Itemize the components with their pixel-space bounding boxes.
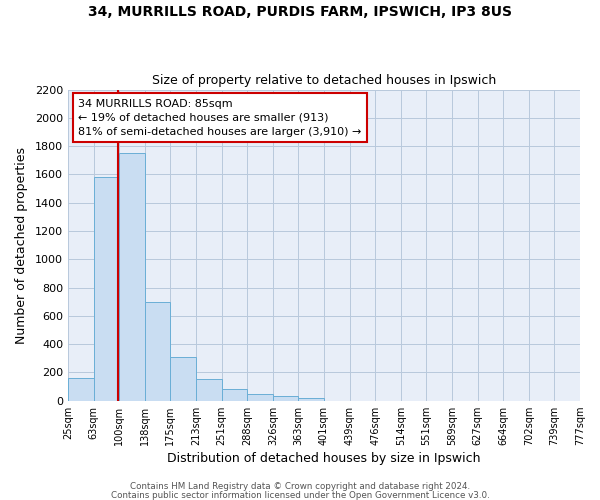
Text: 34 MURRILLS ROAD: 85sqm
← 19% of detached houses are smaller (913)
81% of semi-d: 34 MURRILLS ROAD: 85sqm ← 19% of detache…: [78, 99, 362, 137]
Text: 34, MURRILLS ROAD, PURDIS FARM, IPSWICH, IP3 8US: 34, MURRILLS ROAD, PURDIS FARM, IPSWICH,…: [88, 5, 512, 19]
Bar: [94, 177, 119, 400]
Title: Size of property relative to detached houses in Ipswich: Size of property relative to detached ho…: [152, 74, 496, 87]
Bar: [68, 378, 94, 400]
Bar: [298, 398, 324, 400]
Y-axis label: Number of detached properties: Number of detached properties: [15, 146, 28, 344]
Text: Contains public sector information licensed under the Open Government Licence v3: Contains public sector information licen…: [110, 490, 490, 500]
Bar: [196, 379, 221, 400]
X-axis label: Distribution of detached houses by size in Ipswich: Distribution of detached houses by size …: [167, 452, 481, 465]
Bar: [273, 396, 298, 400]
Bar: [221, 390, 247, 400]
Bar: [170, 357, 196, 401]
Bar: [247, 394, 273, 400]
Bar: [145, 302, 170, 400]
Text: Contains HM Land Registry data © Crown copyright and database right 2024.: Contains HM Land Registry data © Crown c…: [130, 482, 470, 491]
Bar: [119, 153, 145, 400]
